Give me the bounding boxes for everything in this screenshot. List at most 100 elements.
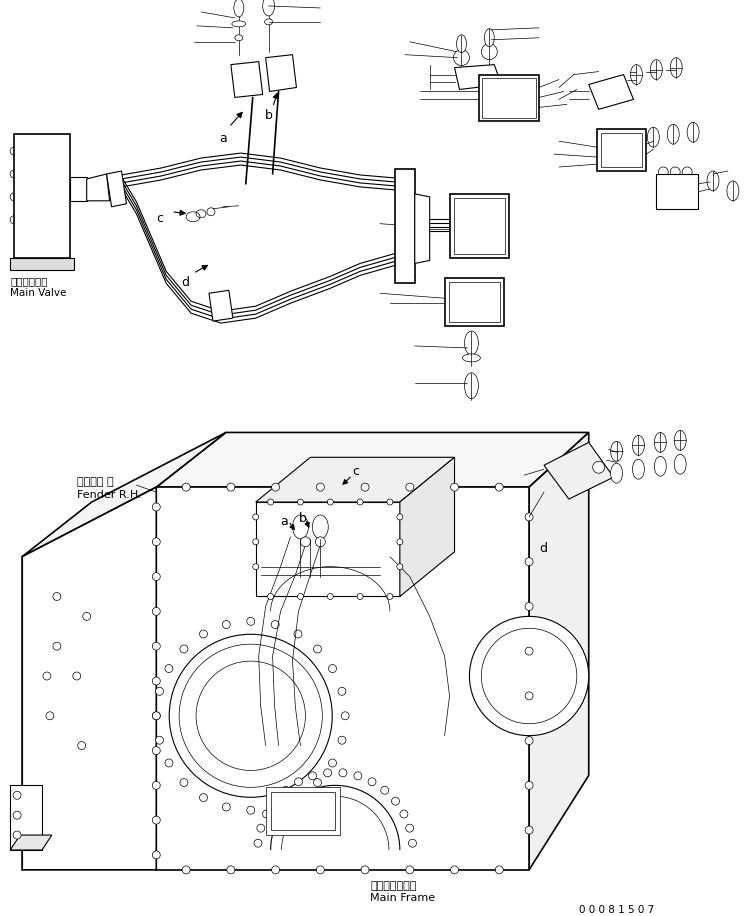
Ellipse shape (327, 594, 333, 599)
Ellipse shape (484, 28, 494, 47)
Polygon shape (589, 74, 634, 109)
Ellipse shape (152, 712, 160, 720)
Ellipse shape (200, 630, 208, 638)
Ellipse shape (82, 613, 91, 620)
Polygon shape (209, 290, 232, 322)
Ellipse shape (272, 483, 280, 491)
Text: a: a (219, 132, 226, 146)
Ellipse shape (234, 0, 244, 16)
Ellipse shape (152, 747, 160, 755)
Ellipse shape (610, 442, 622, 462)
Ellipse shape (182, 866, 190, 874)
Ellipse shape (152, 677, 160, 685)
Ellipse shape (78, 742, 86, 749)
Text: Main Valve: Main Valve (10, 289, 67, 299)
Polygon shape (400, 457, 454, 596)
Ellipse shape (525, 736, 533, 745)
Ellipse shape (650, 60, 662, 80)
Ellipse shape (361, 483, 369, 491)
Polygon shape (529, 432, 589, 870)
Ellipse shape (387, 594, 393, 599)
Text: d: d (182, 277, 189, 289)
Ellipse shape (464, 331, 478, 354)
Ellipse shape (327, 499, 333, 505)
Ellipse shape (271, 797, 279, 805)
Ellipse shape (341, 712, 350, 720)
Ellipse shape (46, 712, 54, 720)
Ellipse shape (152, 712, 160, 720)
Polygon shape (482, 78, 536, 118)
Ellipse shape (463, 354, 481, 362)
Ellipse shape (451, 483, 458, 491)
Ellipse shape (170, 634, 332, 797)
Ellipse shape (272, 620, 279, 628)
Ellipse shape (668, 125, 680, 144)
Bar (271, 792, 335, 830)
Ellipse shape (525, 558, 533, 566)
Ellipse shape (13, 812, 21, 819)
Ellipse shape (406, 866, 414, 874)
Ellipse shape (357, 499, 363, 505)
Polygon shape (156, 432, 589, 487)
Ellipse shape (262, 810, 271, 818)
Ellipse shape (525, 648, 533, 655)
Ellipse shape (207, 208, 215, 216)
Polygon shape (14, 135, 70, 258)
Ellipse shape (312, 515, 328, 539)
Polygon shape (87, 174, 109, 201)
Ellipse shape (10, 147, 18, 155)
Ellipse shape (155, 687, 164, 695)
Ellipse shape (179, 644, 322, 788)
Ellipse shape (610, 463, 622, 483)
Polygon shape (448, 282, 500, 322)
Ellipse shape (182, 483, 190, 491)
Ellipse shape (265, 19, 272, 25)
Text: c: c (156, 212, 164, 224)
Ellipse shape (269, 62, 290, 82)
Polygon shape (256, 502, 400, 596)
Ellipse shape (235, 70, 255, 90)
Ellipse shape (397, 539, 403, 545)
Ellipse shape (268, 594, 274, 599)
Ellipse shape (196, 661, 305, 770)
Ellipse shape (53, 593, 61, 601)
Ellipse shape (155, 736, 164, 744)
Ellipse shape (235, 35, 243, 40)
Ellipse shape (256, 824, 265, 832)
Ellipse shape (152, 538, 160, 546)
Ellipse shape (338, 736, 346, 744)
Ellipse shape (272, 866, 280, 874)
Ellipse shape (654, 456, 666, 476)
Polygon shape (395, 169, 415, 283)
Text: メインフレーム: メインフレーム (370, 881, 416, 890)
Ellipse shape (525, 826, 533, 834)
Polygon shape (656, 174, 698, 209)
Polygon shape (10, 785, 42, 850)
Ellipse shape (314, 645, 322, 653)
Ellipse shape (406, 483, 414, 491)
Ellipse shape (687, 122, 699, 142)
Ellipse shape (254, 839, 262, 847)
Ellipse shape (295, 778, 302, 786)
Ellipse shape (357, 594, 363, 599)
Polygon shape (256, 457, 454, 502)
Ellipse shape (53, 642, 61, 650)
Ellipse shape (43, 672, 51, 680)
Ellipse shape (397, 563, 403, 570)
Ellipse shape (253, 539, 259, 545)
Ellipse shape (247, 806, 255, 814)
Ellipse shape (464, 373, 478, 398)
Ellipse shape (381, 786, 388, 794)
Ellipse shape (482, 44, 497, 60)
Ellipse shape (13, 831, 21, 839)
Ellipse shape (227, 866, 235, 874)
Polygon shape (544, 442, 614, 499)
Polygon shape (479, 74, 539, 121)
Ellipse shape (470, 616, 589, 736)
Ellipse shape (632, 435, 644, 455)
Ellipse shape (200, 793, 208, 802)
Ellipse shape (328, 665, 337, 672)
Polygon shape (22, 487, 156, 870)
Ellipse shape (152, 816, 160, 824)
Ellipse shape (301, 537, 310, 547)
